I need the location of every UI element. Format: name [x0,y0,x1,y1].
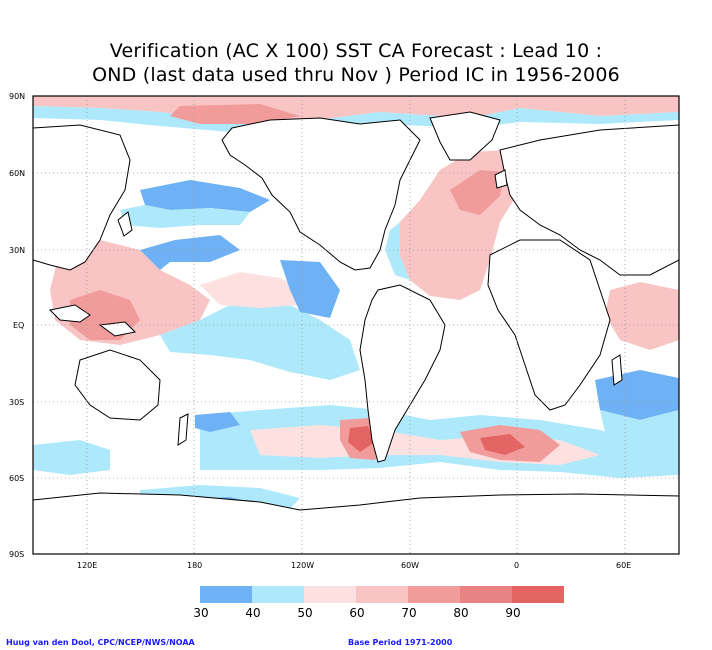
legend-label: 70 [401,606,416,620]
south-atlantic-core [480,434,525,455]
south-america [359,284,446,463]
east-asia [32,124,131,271]
lon-label: 180 [187,561,202,570]
lat-label: 90S [9,550,24,559]
map-frame [32,95,680,555]
new-zealand [177,413,189,446]
legend-swatch [304,586,356,603]
graticule [33,96,679,554]
north-america [221,117,421,271]
anomaly-fields [33,96,679,530]
lat-axis: 90N 60N 30N EQ 30S 60S 90S [9,92,25,559]
legend-swatch [356,586,408,603]
west-pacific-edge [140,235,240,270]
lon-label: 60E [616,561,631,570]
southern-band-blue [195,412,240,432]
legend-label: 80 [453,606,468,620]
japan [117,211,133,237]
north-atlantic-core [450,170,505,215]
antarctica [32,492,680,555]
lat-label: 30S [9,398,24,407]
lon-label: 0 [514,561,519,570]
lat-label: 60S [9,474,24,483]
british-isles [494,169,508,189]
greenland [429,111,501,161]
legend-swatch [512,586,564,603]
pacific-belt-pink [200,272,310,308]
legend-label: 40 [245,606,260,620]
south-pacific-core [348,426,375,452]
lat-label: 60N [9,169,25,178]
credit-author: Huug van den Dool, CPC/NCEP/NWS/NOAA [6,638,195,647]
legend-swatch [408,586,460,603]
legend-swatch [460,586,512,603]
north-pacific-cyan [120,205,250,228]
legend-swatch [200,586,252,603]
north-atlantic-edge [385,222,410,280]
legend-label: 30 [193,606,208,620]
eurasia [499,124,680,276]
legend-swatch [252,586,304,603]
lat-label: EQ [13,321,24,330]
arctic-band-blue [33,106,679,132]
lon-axis: 120E 180 120W 60W 0 60E [77,561,631,570]
maritime-continent [48,304,91,323]
australia [74,349,161,421]
map-title-line-2: OND (last data used thru Nov ) Period IC… [92,64,620,86]
map-title-line-1: Verification (AC X 100) SST CA Forecast … [109,40,603,62]
continents [32,111,680,555]
lon-label: 120E [77,561,97,570]
arctic-red [170,104,300,124]
far-south-west-band [33,440,110,475]
legend-label: 60 [349,606,364,620]
color-legend: 30 40 50 60 70 80 90 [193,586,564,620]
madagascar [611,354,623,386]
lon-label: 60W [401,561,419,570]
lon-label: 120W [291,561,314,570]
east-pacific-blue [280,260,340,318]
new-guinea [98,321,137,337]
credit-base-period: Base Period 1971-2000 [348,638,453,647]
lat-label: 30N [9,246,25,255]
indian-ocean-pink [605,282,679,350]
legend-label: 90 [505,606,520,620]
legend-label: 50 [297,606,312,620]
pacific-belt [160,300,360,380]
lat-label: 90N [9,92,25,101]
north-pacific-blue [140,180,270,212]
